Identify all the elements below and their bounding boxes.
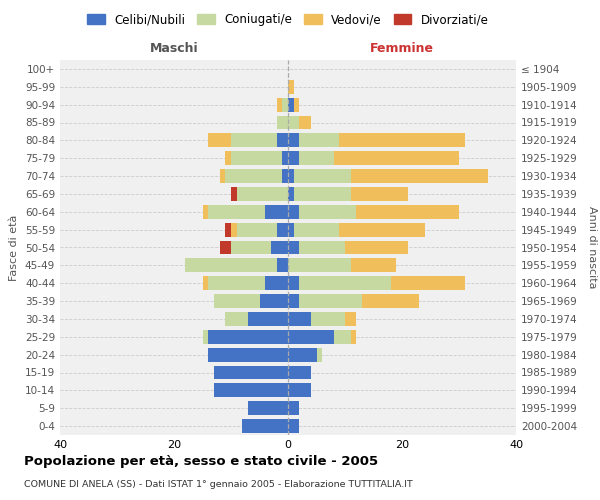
Bar bbox=[294, 222, 340, 236]
Bar bbox=[299, 240, 345, 254]
Bar bbox=[283, 98, 288, 112]
Bar bbox=[294, 169, 350, 183]
Bar bbox=[288, 205, 299, 219]
Bar bbox=[288, 419, 299, 433]
Bar bbox=[299, 294, 362, 308]
Bar bbox=[288, 169, 294, 183]
Bar bbox=[340, 222, 425, 236]
Bar bbox=[299, 151, 334, 165]
Bar bbox=[277, 134, 288, 147]
Bar bbox=[299, 205, 356, 219]
Bar bbox=[350, 187, 408, 201]
Bar bbox=[208, 330, 288, 344]
Y-axis label: Anni di nascita: Anni di nascita bbox=[587, 206, 597, 289]
Text: Maschi: Maschi bbox=[149, 42, 199, 54]
Bar bbox=[345, 240, 408, 254]
Bar bbox=[350, 169, 487, 183]
Bar bbox=[288, 401, 299, 415]
Bar bbox=[220, 169, 226, 183]
Bar bbox=[356, 205, 459, 219]
Text: Popolazione per età, sesso e stato civile - 2005: Popolazione per età, sesso e stato civil… bbox=[24, 455, 378, 468]
Bar bbox=[208, 348, 288, 362]
Bar bbox=[242, 419, 288, 433]
Bar bbox=[288, 151, 299, 165]
Bar bbox=[288, 294, 299, 308]
Bar bbox=[226, 151, 231, 165]
Bar bbox=[283, 151, 288, 165]
Bar bbox=[265, 276, 288, 290]
Bar bbox=[226, 312, 248, 326]
Bar bbox=[317, 348, 322, 362]
Bar bbox=[288, 348, 317, 362]
Bar bbox=[208, 205, 265, 219]
Bar bbox=[203, 330, 208, 344]
Bar bbox=[288, 312, 311, 326]
Bar bbox=[208, 276, 265, 290]
Bar bbox=[277, 116, 288, 130]
Bar bbox=[231, 134, 277, 147]
Bar bbox=[288, 98, 294, 112]
Bar bbox=[226, 169, 283, 183]
Bar bbox=[231, 240, 271, 254]
Bar bbox=[340, 134, 465, 147]
Bar bbox=[288, 80, 294, 94]
Bar bbox=[277, 222, 288, 236]
Bar bbox=[226, 222, 231, 236]
Bar bbox=[260, 294, 288, 308]
Bar bbox=[299, 276, 391, 290]
Bar bbox=[203, 205, 208, 219]
Y-axis label: Fasce di età: Fasce di età bbox=[10, 214, 19, 280]
Bar bbox=[288, 258, 350, 272]
Bar bbox=[237, 222, 277, 236]
Bar bbox=[299, 134, 340, 147]
Bar bbox=[220, 240, 231, 254]
Bar bbox=[288, 116, 299, 130]
Bar bbox=[231, 222, 236, 236]
Text: COMUNE DI ANELA (SS) - Dati ISTAT 1° gennaio 2005 - Elaborazione TUTTITALIA.IT: COMUNE DI ANELA (SS) - Dati ISTAT 1° gen… bbox=[24, 480, 413, 489]
Text: Femmine: Femmine bbox=[370, 42, 434, 54]
Bar bbox=[288, 384, 311, 398]
Bar bbox=[288, 330, 334, 344]
Bar bbox=[311, 312, 345, 326]
Bar bbox=[231, 151, 283, 165]
Bar bbox=[236, 187, 288, 201]
Bar bbox=[231, 187, 236, 201]
Bar bbox=[288, 134, 299, 147]
Bar bbox=[248, 401, 288, 415]
Bar bbox=[277, 258, 288, 272]
Legend: Celibi/Nubili, Coniugati/e, Vedovi/e, Divorziati/e: Celibi/Nubili, Coniugati/e, Vedovi/e, Di… bbox=[83, 8, 493, 31]
Bar bbox=[362, 294, 419, 308]
Bar bbox=[248, 312, 288, 326]
Bar bbox=[288, 187, 294, 201]
Bar bbox=[345, 312, 356, 326]
Bar bbox=[294, 187, 350, 201]
Bar bbox=[271, 240, 288, 254]
Bar bbox=[277, 98, 283, 112]
Bar bbox=[203, 276, 208, 290]
Bar bbox=[294, 98, 299, 112]
Bar bbox=[299, 116, 311, 130]
Bar bbox=[214, 384, 288, 398]
Bar bbox=[288, 366, 311, 380]
Bar bbox=[350, 330, 356, 344]
Bar bbox=[208, 134, 231, 147]
Bar bbox=[288, 240, 299, 254]
Bar bbox=[334, 330, 351, 344]
Bar bbox=[288, 222, 294, 236]
Bar bbox=[265, 205, 288, 219]
Bar bbox=[350, 258, 397, 272]
Bar bbox=[288, 276, 299, 290]
Bar bbox=[214, 366, 288, 380]
Bar bbox=[334, 151, 459, 165]
Bar bbox=[391, 276, 465, 290]
Bar bbox=[185, 258, 277, 272]
Bar bbox=[283, 169, 288, 183]
Bar bbox=[214, 294, 260, 308]
